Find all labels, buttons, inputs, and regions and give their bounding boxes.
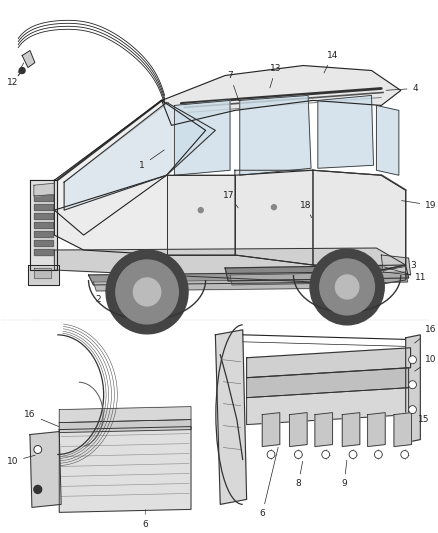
Polygon shape <box>240 95 311 175</box>
Circle shape <box>401 450 409 458</box>
Text: 17: 17 <box>223 191 238 208</box>
Polygon shape <box>34 249 53 255</box>
Circle shape <box>198 208 203 213</box>
Polygon shape <box>59 419 191 433</box>
Text: 10: 10 <box>415 356 437 371</box>
Polygon shape <box>28 265 59 285</box>
Polygon shape <box>54 248 406 285</box>
Circle shape <box>34 446 42 454</box>
Text: 1: 1 <box>139 150 164 170</box>
Polygon shape <box>34 183 54 196</box>
Text: 3: 3 <box>384 261 416 270</box>
Text: 6: 6 <box>259 447 278 519</box>
Polygon shape <box>34 204 53 210</box>
Polygon shape <box>215 330 247 504</box>
Polygon shape <box>54 100 205 235</box>
Text: 18: 18 <box>300 200 312 217</box>
Circle shape <box>374 450 382 458</box>
Circle shape <box>409 381 417 389</box>
Polygon shape <box>34 240 53 246</box>
Polygon shape <box>367 413 385 447</box>
Circle shape <box>310 249 384 325</box>
Polygon shape <box>34 268 51 278</box>
Polygon shape <box>54 170 406 270</box>
Polygon shape <box>34 222 53 228</box>
Polygon shape <box>342 413 360 447</box>
Text: 11: 11 <box>384 267 427 282</box>
Text: 15: 15 <box>408 411 430 424</box>
Circle shape <box>322 450 329 458</box>
Polygon shape <box>230 272 408 285</box>
Text: 16: 16 <box>24 410 59 426</box>
Polygon shape <box>59 407 191 423</box>
Polygon shape <box>88 272 364 285</box>
Circle shape <box>116 260 178 324</box>
Text: 5: 5 <box>168 282 184 309</box>
Polygon shape <box>22 51 35 68</box>
Text: 12: 12 <box>7 63 24 87</box>
Text: 9: 9 <box>341 461 347 488</box>
Polygon shape <box>315 413 332 447</box>
Circle shape <box>267 450 275 458</box>
Polygon shape <box>93 279 362 291</box>
Circle shape <box>409 406 417 414</box>
Polygon shape <box>235 170 313 265</box>
Polygon shape <box>381 255 410 275</box>
Polygon shape <box>376 106 399 175</box>
Text: 6: 6 <box>142 520 148 529</box>
Circle shape <box>349 450 357 458</box>
Polygon shape <box>406 335 420 442</box>
Polygon shape <box>174 100 230 175</box>
Polygon shape <box>247 387 409 425</box>
Circle shape <box>106 250 188 334</box>
Circle shape <box>134 278 161 306</box>
Circle shape <box>294 450 302 458</box>
Text: 7: 7 <box>227 71 239 101</box>
Polygon shape <box>166 175 235 255</box>
Polygon shape <box>262 413 280 447</box>
Polygon shape <box>30 180 57 270</box>
Circle shape <box>336 275 359 299</box>
Polygon shape <box>34 231 53 237</box>
Text: 19: 19 <box>402 200 437 209</box>
Polygon shape <box>290 413 307 447</box>
Text: 2: 2 <box>95 279 116 304</box>
Circle shape <box>19 68 25 74</box>
Polygon shape <box>34 195 53 201</box>
Polygon shape <box>394 413 412 447</box>
Polygon shape <box>34 213 53 219</box>
Polygon shape <box>162 66 401 125</box>
Polygon shape <box>247 368 409 398</box>
Polygon shape <box>30 432 61 507</box>
Polygon shape <box>313 170 406 270</box>
Polygon shape <box>64 102 215 210</box>
Text: 16: 16 <box>415 325 437 343</box>
Circle shape <box>272 205 276 209</box>
Polygon shape <box>247 348 410 378</box>
Circle shape <box>320 259 374 315</box>
Circle shape <box>409 356 417 364</box>
Text: 13: 13 <box>270 64 282 88</box>
Text: 10: 10 <box>7 455 35 466</box>
Text: 14: 14 <box>324 51 338 73</box>
Polygon shape <box>318 95 374 168</box>
Text: 8: 8 <box>296 461 303 488</box>
Polygon shape <box>59 426 191 512</box>
Polygon shape <box>225 265 409 281</box>
Circle shape <box>34 486 42 494</box>
Text: 4: 4 <box>386 84 418 93</box>
